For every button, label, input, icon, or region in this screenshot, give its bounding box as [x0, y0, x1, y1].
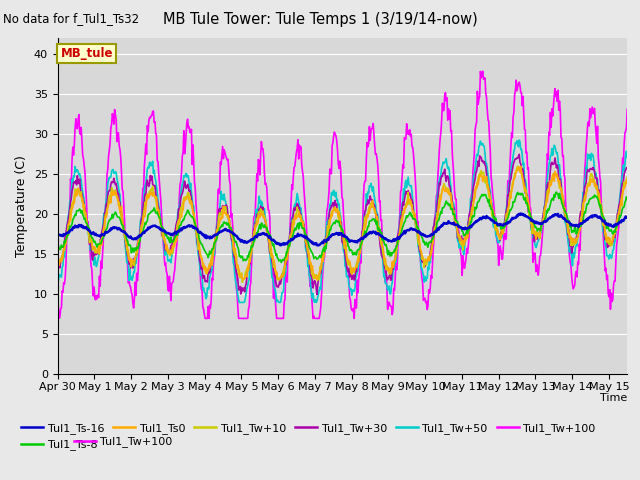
- Text: Time: Time: [600, 393, 627, 403]
- Y-axis label: Temperature (C): Temperature (C): [15, 156, 28, 257]
- Text: MB Tule Tower: Tule Temps 1 (3/19/14-now): MB Tule Tower: Tule Temps 1 (3/19/14-now…: [163, 12, 477, 27]
- Text: No data for f_Tul1_Ts32: No data for f_Tul1_Ts32: [3, 12, 140, 25]
- Legend: Tul1_Tw+100: Tul1_Tw+100: [69, 432, 177, 452]
- Text: MB_tule: MB_tule: [60, 47, 113, 60]
